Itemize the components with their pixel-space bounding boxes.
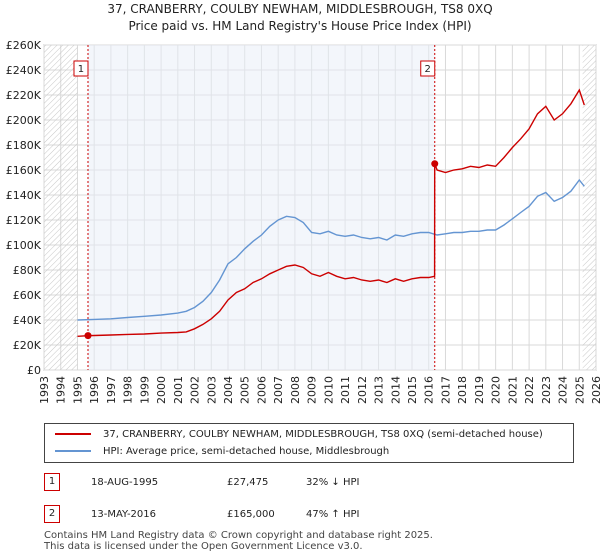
x-tick-label: 2026 bbox=[590, 376, 600, 404]
y-tick-label: £100K bbox=[6, 239, 42, 252]
sale-label-box bbox=[73, 60, 89, 77]
transaction-hpi-change: 32% ↓ HPI bbox=[306, 477, 360, 488]
x-tick-label: 2002 bbox=[189, 376, 202, 404]
x-tick-label: 2008 bbox=[289, 376, 302, 404]
x-tick-label: 2015 bbox=[406, 376, 419, 404]
series-lines bbox=[77, 88, 585, 337]
transaction-badge: 2 bbox=[44, 505, 60, 523]
x-tick-label: 2021 bbox=[506, 376, 519, 404]
x-tick-label: 2006 bbox=[255, 376, 268, 404]
hatched-region bbox=[582, 45, 596, 370]
transaction-price: £165,000 bbox=[227, 509, 275, 520]
red-line-swatch bbox=[55, 433, 91, 435]
chart-subtitle: Price paid vs. HM Land Registry's House … bbox=[128, 19, 471, 33]
footer-copyright: Contains HM Land Registry data © Crown c… bbox=[44, 530, 433, 541]
x-tick-label: 2011 bbox=[339, 376, 352, 404]
hpi-line bbox=[77, 178, 585, 321]
transaction-badge: 1 bbox=[44, 473, 60, 491]
x-tick-label: 2004 bbox=[222, 376, 235, 404]
hatched-region bbox=[44, 45, 78, 370]
x-tick-label: 2001 bbox=[172, 376, 185, 404]
y-tick-label: £60K bbox=[13, 289, 42, 302]
y-tick-label: £20K bbox=[13, 339, 42, 352]
sale-point bbox=[431, 160, 439, 168]
y-tick-label: £180K bbox=[6, 139, 42, 152]
sale-interval-band bbox=[87, 45, 435, 370]
legend-item-price-paid: 37, CRANBERRY, COULBY NEWHAM, MIDDLESBRO… bbox=[55, 427, 543, 443]
transaction-date: 18-AUG-1995 bbox=[91, 477, 159, 488]
x-tick-label: 2023 bbox=[540, 376, 553, 404]
x-tick-label: 1993 bbox=[38, 376, 51, 404]
y-tick-label: £240K bbox=[6, 64, 42, 77]
x-tick-label: 1998 bbox=[122, 376, 135, 404]
x-tick-label: 1997 bbox=[105, 376, 118, 404]
x-tick-label: 2017 bbox=[439, 376, 452, 404]
y-tick-label: £140K bbox=[6, 189, 42, 202]
transaction-hpi-change: 47% ↑ HPI bbox=[306, 509, 360, 520]
blue-line-swatch bbox=[55, 450, 91, 452]
y-tick-label: £120K bbox=[6, 214, 42, 227]
x-tick-label: 2007 bbox=[272, 376, 285, 404]
x-tick-label: 2013 bbox=[373, 376, 386, 404]
transaction-row: 2 13-MAY-2016 £165,000 47% ↑ HPI bbox=[44, 505, 444, 525]
legend-label-price-paid: 37, CRANBERRY, COULBY NEWHAM, MIDDLESBRO… bbox=[103, 429, 543, 440]
footer: Contains HM Land Registry data © Crown c… bbox=[44, 530, 433, 552]
sale-label-box bbox=[420, 60, 436, 77]
x-tick-label: 2020 bbox=[490, 376, 503, 404]
y-tick-label: £40K bbox=[13, 314, 42, 327]
transaction-date: 13-MAY-2016 bbox=[91, 509, 157, 520]
sale-label-number: 1 bbox=[78, 64, 84, 75]
x-tick-label: 2010 bbox=[322, 376, 335, 404]
legend-label-hpi: HPI: Average price, semi-detached house,… bbox=[103, 446, 390, 457]
x-tick-label: 2022 bbox=[523, 376, 536, 404]
transaction-price: £27,475 bbox=[227, 477, 269, 488]
x-tick-label: 2024 bbox=[557, 376, 570, 404]
y-tick-label: £160K bbox=[6, 164, 42, 177]
y-tick-label: £200K bbox=[6, 114, 42, 127]
y-tick-label: £0 bbox=[27, 364, 41, 377]
sale-point bbox=[84, 332, 92, 340]
x-tick-label: 2003 bbox=[205, 376, 218, 404]
legend: 37, CRANBERRY, COULBY NEWHAM, MIDDLESBRO… bbox=[44, 423, 574, 463]
x-tick-label: 1999 bbox=[138, 376, 151, 404]
x-tick-label: 2025 bbox=[573, 376, 586, 404]
price-chart: 37, CRANBERRY, COULBY NEWHAM, MIDDLESBRO… bbox=[6, 2, 600, 404]
x-tick-label: 1994 bbox=[55, 376, 68, 404]
x-tick-label: 2019 bbox=[473, 376, 486, 404]
x-tick-label: 1995 bbox=[71, 376, 84, 404]
x-tick-label: 2012 bbox=[356, 376, 369, 404]
x-tick-label: 1996 bbox=[88, 376, 101, 404]
x-axis-ticks: 1993 1994 1995 1996 1997 1998 1999 2000 2001 2002… bbox=[38, 376, 600, 404]
x-tick-label: 2018 bbox=[456, 376, 469, 404]
y-axis-ticks: £0 £20K £40K £60K £80K £100K £120K £140K £160K £1… bbox=[6, 39, 42, 377]
price-paid-line bbox=[77, 88, 585, 337]
chart-title: 37, CRANBERRY, COULBY NEWHAM, MIDDLESBRO… bbox=[107, 2, 492, 16]
x-tick-label: 2005 bbox=[239, 376, 252, 404]
legend-item-hpi: HPI: Average price, semi-detached house,… bbox=[55, 444, 389, 460]
y-tick-label: £80K bbox=[13, 264, 42, 277]
x-tick-label: 2009 bbox=[306, 376, 319, 404]
x-tick-label: 2016 bbox=[423, 376, 436, 404]
x-tick-label: 2000 bbox=[155, 376, 168, 404]
y-tick-label: £260K bbox=[6, 39, 42, 52]
sale-label-number: 2 bbox=[425, 64, 431, 75]
footer-licence: This data is licensed under the Open Gov… bbox=[44, 541, 363, 552]
x-tick-label: 2014 bbox=[389, 376, 402, 404]
y-tick-label: £220K bbox=[6, 89, 42, 102]
transaction-row: 1 18-AUG-1995 £27,475 32% ↓ HPI bbox=[44, 473, 444, 493]
